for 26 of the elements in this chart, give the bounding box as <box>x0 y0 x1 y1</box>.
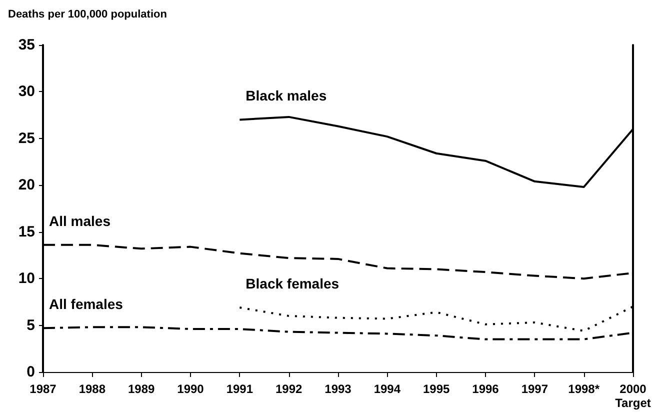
x-tick-label: 1988 <box>78 382 106 396</box>
x-tick-label: 1996 <box>472 382 500 396</box>
y-tick-label: 30 <box>18 83 35 100</box>
y-tick-label: 0 <box>26 364 35 380</box>
y-tick-label: 25 <box>18 130 35 147</box>
series-label: Black females <box>246 276 340 292</box>
y-tick-label: 15 <box>18 223 35 240</box>
y-axis-title: Deaths per 100,000 population <box>8 8 168 20</box>
y-tick-label: 20 <box>18 176 35 194</box>
x-tick-label: 1993 <box>324 382 352 396</box>
series-label: All males <box>49 212 111 229</box>
y-tick-label: 10 <box>18 270 35 288</box>
x-tick-label: 1989 <box>128 382 156 396</box>
x-tick-label: 1991 <box>226 382 254 396</box>
x-tick-label: 2000 Target <box>615 382 651 410</box>
x-tick-label: 1998* <box>568 382 600 396</box>
series-label: All females <box>49 296 124 312</box>
x-tick-label: 1987 <box>30 382 57 396</box>
x-tick-label: 1997 <box>521 382 548 396</box>
series-label: Black males <box>246 88 327 104</box>
x-tick-label: 1994 <box>374 382 401 396</box>
y-tick-label: 5 <box>26 316 35 334</box>
y-tick-label: 35 <box>18 36 35 54</box>
x-tick-label: 1990 <box>177 382 204 396</box>
x-tick-label: 1995 <box>422 382 450 396</box>
x-tick-label: 1992 <box>275 382 303 396</box>
